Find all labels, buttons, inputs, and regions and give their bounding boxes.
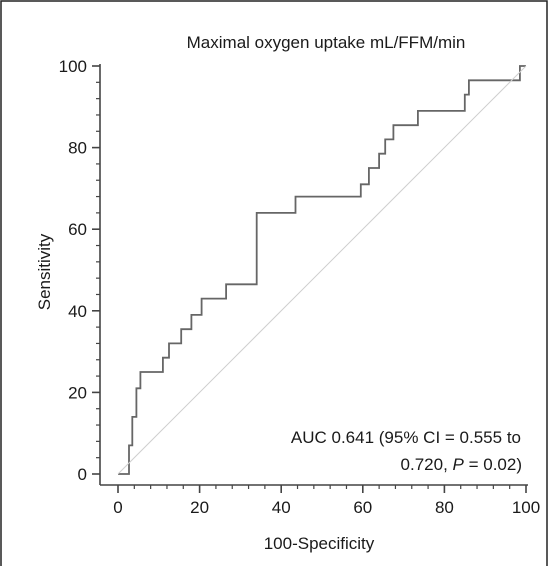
auc-ci-upper: 0.720,: [401, 455, 453, 474]
x-tick-label-80: 80: [435, 498, 454, 517]
roc-curve: [118, 65, 526, 475]
auc-annotation-line2: 0.720, P = 0.02): [401, 455, 522, 474]
x-axis-title: 100-Specificity: [264, 534, 375, 553]
axes: 0 20 40 60 80 100 0 20 40 60 80 100: [59, 57, 541, 517]
auc-annotation-line1: AUC 0.641 (95% CI = 0.555 to: [291, 428, 521, 447]
y-tick-label-20: 20: [68, 383, 87, 402]
auc-p-value: = 0.02): [464, 455, 522, 474]
y-axis-title: Sensitivity: [35, 233, 54, 310]
plot-area: [117, 65, 527, 475]
y-tick-label-60: 60: [68, 220, 87, 239]
y-tick-label-0: 0: [78, 465, 87, 484]
x-tick-label-60: 60: [353, 498, 372, 517]
y-tick-label-40: 40: [68, 302, 87, 321]
reference-diagonal-line: [117, 65, 527, 475]
x-tick-label-40: 40: [272, 498, 291, 517]
y-tick-label-100: 100: [59, 57, 87, 76]
x-tick-label-0: 0: [113, 498, 122, 517]
auc-p-symbol: P: [453, 455, 465, 474]
y-tick-label-80: 80: [68, 139, 87, 158]
x-tick-label-20: 20: [190, 498, 209, 517]
x-tick-label-100: 100: [512, 498, 540, 517]
chart-title: Maximal oxygen uptake mL/FFM/min: [187, 33, 466, 52]
